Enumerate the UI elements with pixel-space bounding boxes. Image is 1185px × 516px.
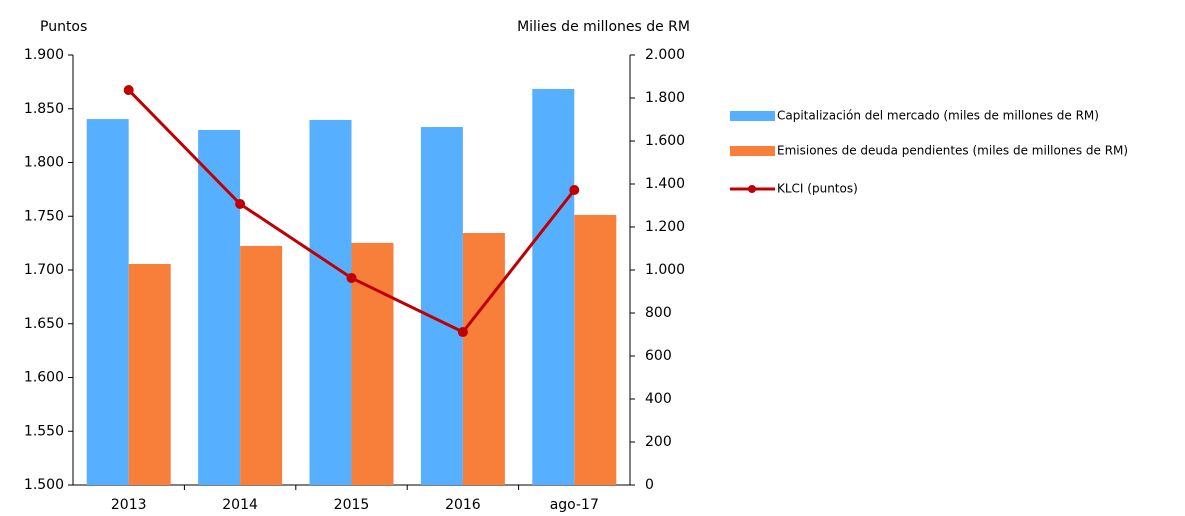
bar: [309, 119, 352, 486]
y2-tick-label: 1.000: [645, 262, 685, 278]
y-tick-label: 1.700: [24, 262, 64, 278]
bar: [198, 130, 241, 485]
y-tick-label: 1.900: [24, 47, 64, 63]
y2-tick-label: 200: [645, 434, 672, 450]
legend-label: Capitalización del mercado (miles de mil…: [777, 109, 1099, 123]
x-tick-label: 2015: [334, 497, 370, 513]
y2-tick-label: 600: [645, 348, 672, 364]
bar: [420, 127, 463, 486]
bar: [240, 245, 283, 485]
y-tick-label: 1.800: [24, 155, 64, 171]
x-tick-label: 2013: [111, 497, 147, 513]
y2-tick-label: 1.600: [645, 133, 685, 149]
x-tick-label: ago-17: [550, 497, 599, 513]
bar: [462, 233, 505, 485]
y-tick-label: 1.600: [24, 370, 64, 386]
legend-label: Emisiones de deuda pendientes (miles de …: [777, 144, 1128, 158]
y-axis-title: Puntos: [40, 19, 87, 35]
legend-swatch: [730, 111, 775, 121]
y-tick-label: 1.550: [24, 423, 64, 439]
x-tick-label: 2014: [222, 497, 258, 513]
bar: [86, 119, 129, 485]
bar: [532, 88, 575, 485]
line-marker: [123, 85, 134, 96]
y2-tick-label: 0: [645, 477, 654, 493]
y2-tick-label: 1.400: [645, 176, 685, 192]
line-marker: [235, 198, 246, 209]
bar: [128, 263, 171, 485]
legend-label: KLCI (puntos): [777, 182, 858, 196]
y2-axis-title: Milies de millones de RM: [517, 19, 690, 35]
y-tick-label: 1.500: [24, 477, 64, 493]
y2-tick-label: 800: [645, 305, 672, 321]
y-tick-label: 1.850: [24, 101, 64, 117]
line-marker: [569, 185, 580, 196]
y2-tick-label: 1.200: [645, 219, 685, 235]
y2-tick-label: 2.000: [645, 47, 685, 63]
x-tick-label: 2016: [445, 497, 481, 513]
line-marker: [346, 272, 357, 283]
y-tick-label: 1.750: [24, 208, 64, 224]
y2-tick-label: 1.800: [645, 90, 685, 106]
legend-swatch: [730, 146, 775, 156]
y-tick-label: 1.650: [24, 316, 64, 332]
legend-swatch: [748, 185, 756, 193]
bar: [351, 242, 394, 485]
line-marker: [457, 327, 468, 338]
bar: [574, 214, 617, 485]
y2-tick-label: 400: [645, 391, 672, 407]
